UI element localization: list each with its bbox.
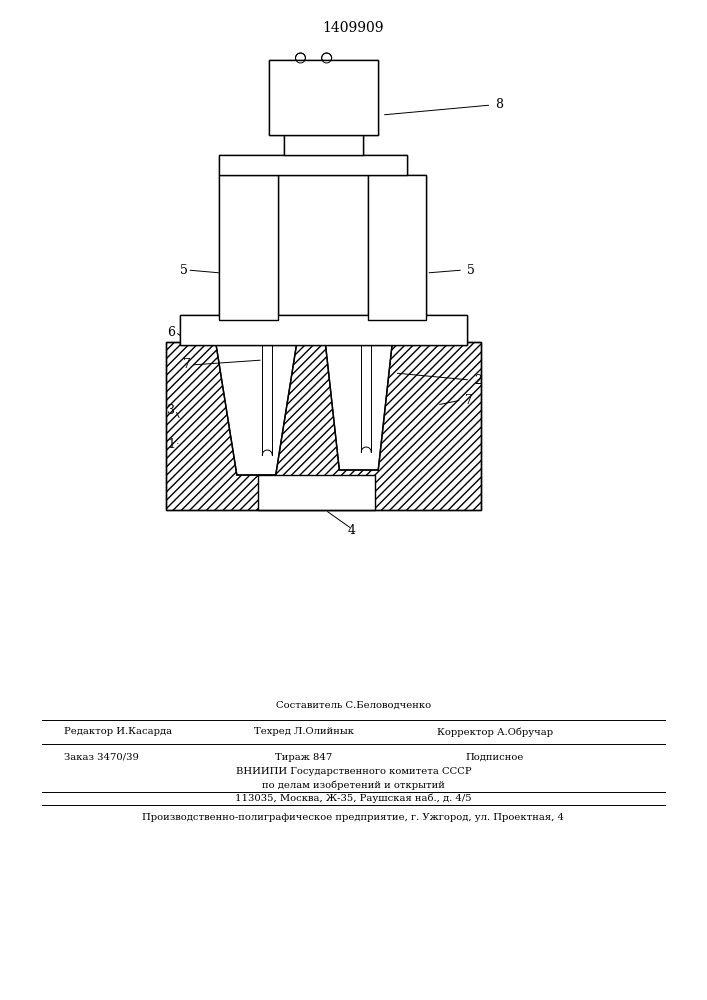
Text: Тираж 847: Тираж 847 [276,752,332,762]
Text: Редактор И.Касарда: Редактор И.Касарда [64,728,172,736]
Text: 6: 6 [168,326,175,338]
Bar [284,135,363,155]
Text: 8: 8 [495,99,503,111]
Bar [368,175,426,320]
Text: 1: 1 [168,438,175,452]
Polygon shape [216,342,297,475]
Text: 113035, Москва, Ж-35, Раушская наб., д. 4/5: 113035, Москва, Ж-35, Раушская наб., д. … [235,793,472,803]
Text: Составитель С.Беловодченко: Составитель С.Беловодченко [276,700,431,710]
Polygon shape [325,342,392,470]
Text: Производственно-полиграфическое предприятие, г. Ужгород, ул. Проектная, 4: Производственно-полиграфическое предприя… [143,812,564,822]
Text: 2: 2 [474,373,481,386]
Bar [269,60,378,135]
Text: ВНИИПИ Государственного комитета СССР: ВНИИПИ Государственного комитета СССР [235,768,472,776]
Text: 7: 7 [465,393,473,406]
Text: по делам изобретений и открытий: по делам изобретений и открытий [262,780,445,790]
Text: Заказ 3470/39: Заказ 3470/39 [64,752,139,762]
Bar [219,175,278,320]
Text: 3: 3 [168,403,175,416]
Text: 7: 7 [183,359,191,371]
Bar [180,315,467,345]
Text: Техред Л.Олийнык: Техред Л.Олийнык [254,728,354,736]
Text: 1409909: 1409909 [323,21,384,35]
Bar [219,175,278,320]
Text: Корректор А.Обручар: Корректор А.Обручар [437,727,553,737]
Text: 5: 5 [180,263,188,276]
Text: 5: 5 [467,263,474,276]
Bar [166,342,481,510]
Bar [258,475,375,510]
Bar [269,60,378,135]
Bar [368,175,426,320]
Text: Подписное: Подписное [466,752,524,762]
Text: 4: 4 [348,524,356,537]
Bar [284,135,363,155]
Bar [219,155,407,175]
Bar [180,315,467,345]
Bar [166,342,481,510]
Bar [219,155,407,175]
